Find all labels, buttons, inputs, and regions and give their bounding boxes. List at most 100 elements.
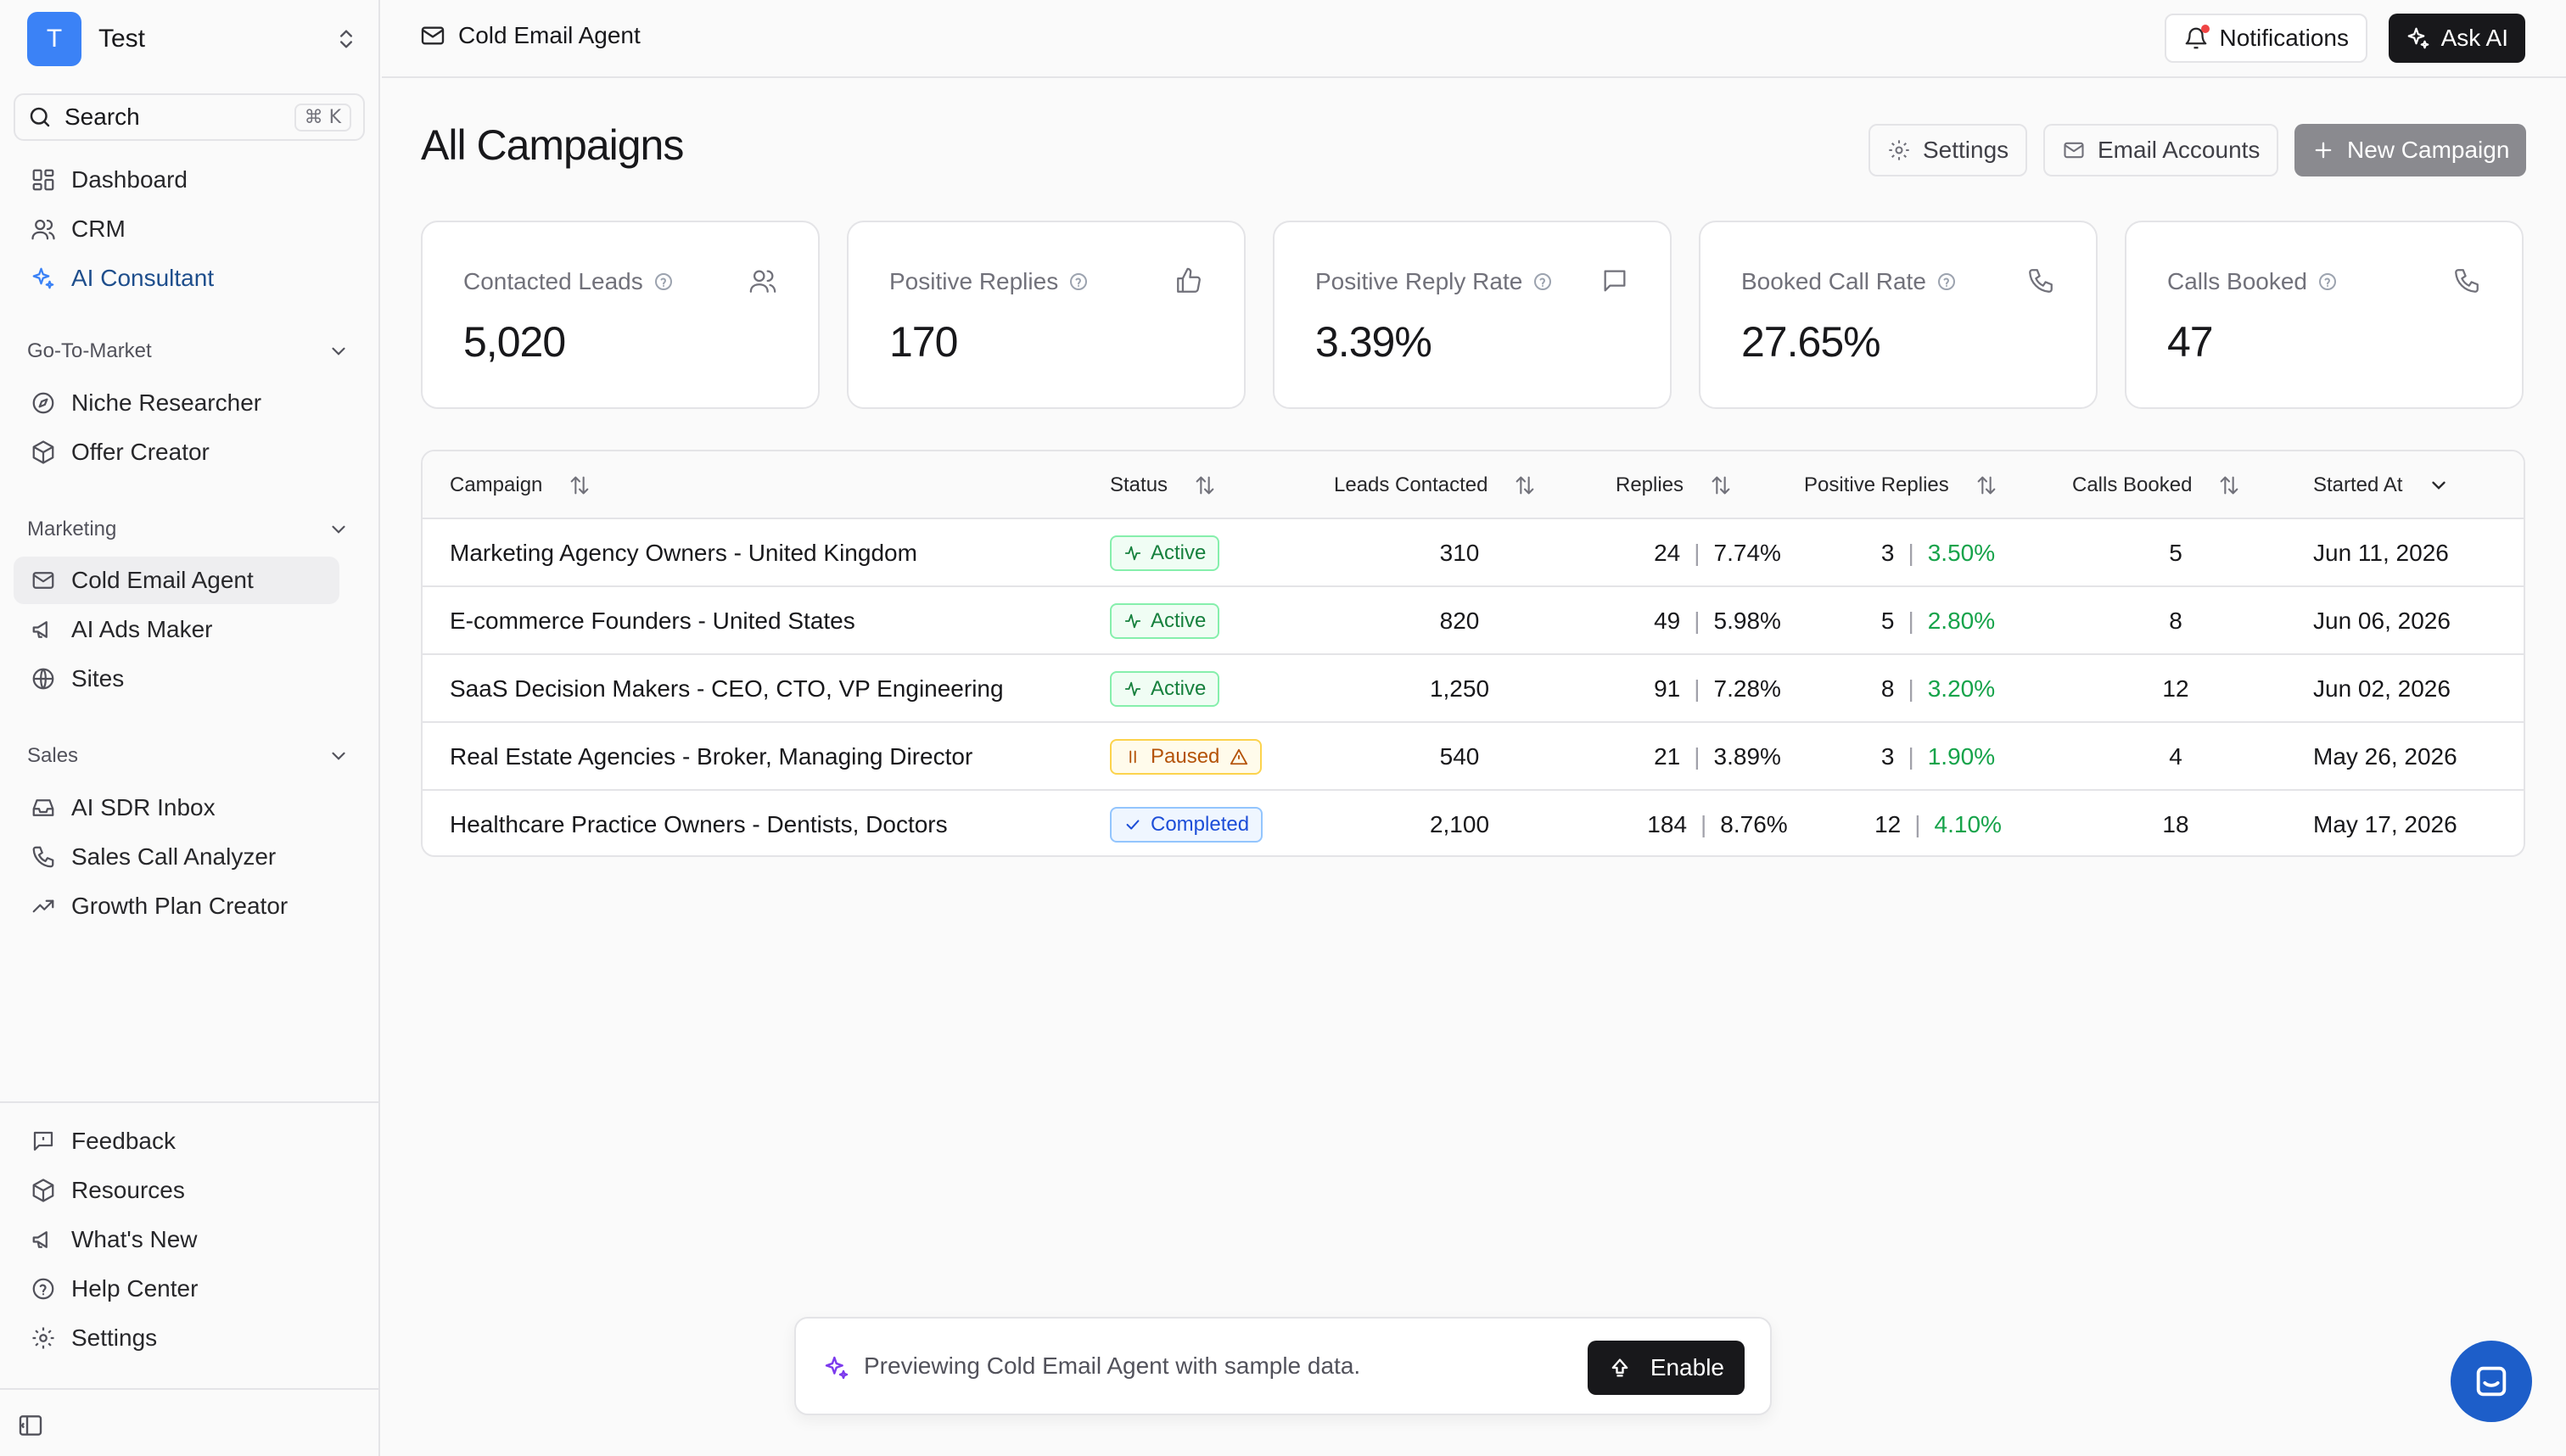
positive-count: 12 — [1874, 811, 1902, 837]
stat-card-positive-replies: Positive Replies 170 — [847, 221, 1246, 409]
workspace-avatar: T — [27, 12, 81, 66]
cell-replies: 21 | 3.89% — [1616, 723, 1819, 791]
stat-value: 170 — [889, 318, 958, 366]
column-header-replies[interactable]: Replies — [1616, 451, 1733, 519]
divider: | — [1908, 743, 1914, 770]
sidebar-item-ai-sdr-inbox[interactable]: AI SDR Inbox — [14, 784, 339, 832]
table-row[interactable]: Marketing Agency Owners - United Kingdom… — [423, 519, 2524, 587]
sidebar-item-whats-new[interactable]: What's New — [14, 1216, 339, 1263]
search-input[interactable]: Search ⌘ K — [14, 93, 365, 141]
sidebar-item-resources[interactable]: Resources — [14, 1167, 339, 1214]
column-header-calls-booked[interactable]: Calls Booked — [2072, 451, 2241, 519]
top-bar: Cold Email Agent Notifications Ask AI — [382, 0, 2566, 78]
notifications-button[interactable]: Notifications — [2165, 14, 2367, 63]
help-circle-icon[interactable] — [1532, 272, 1553, 292]
stat-label-row: Positive Reply Rate — [1315, 268, 1553, 295]
sidebar-item-growth-plan-creator[interactable]: Growth Plan Creator — [14, 882, 339, 930]
sidebar-item-offer-creator[interactable]: Offer Creator — [14, 428, 339, 476]
sidebar-item-label: Help Center — [71, 1275, 199, 1302]
cell-started-at: May 17, 2026 — [2313, 811, 2457, 837]
chevron-down-icon — [2432, 481, 2446, 490]
sidebar-item-label: Growth Plan Creator — [71, 893, 289, 919]
positive-count: 3 — [1880, 743, 1895, 770]
sidebar-item-dashboard[interactable]: Dashboard — [14, 156, 339, 204]
sidebar-item-label: Offer Creator — [71, 439, 210, 465]
group-go-to-market[interactable]: Go-To-Market — [27, 334, 350, 368]
replies-rate: 8.76% — [1720, 811, 1788, 837]
workspace-switcher[interactable]: T Test — [27, 12, 358, 66]
new-campaign-button[interactable]: New Campaign — [2294, 124, 2527, 176]
cell-calls-booked: 18 — [2162, 811, 2189, 837]
stat-label: Calls Booked — [2167, 268, 2307, 294]
table-header: Campaign Status Leads Contacted Replies … — [423, 451, 2524, 519]
stat-card-contacted-leads: Contacted Leads 5,020 — [421, 221, 820, 409]
sidebar-item-settings[interactable]: Settings — [14, 1314, 339, 1362]
sidebar-item-help-center[interactable]: Help Center — [14, 1265, 339, 1313]
table-row[interactable]: Real Estate Agencies - Broker, Managing … — [423, 723, 2524, 791]
stat-label: Contacted Leads — [463, 268, 643, 294]
ask-ai-label: Ask AI — [2440, 25, 2508, 51]
sidebar-item-label: Cold Email Agent — [71, 567, 254, 593]
column-header-campaign[interactable]: Campaign — [450, 451, 591, 519]
breadcrumb-label: Cold Email Agent — [458, 22, 641, 48]
column-header-status[interactable]: Status — [1110, 451, 1217, 519]
chat-launcher-button[interactable] — [2451, 1341, 2532, 1422]
sparkles-icon — [2407, 27, 2429, 49]
replies-count: 184 — [1647, 811, 1688, 837]
sidebar-item-niche-researcher[interactable]: Niche Researcher — [14, 379, 339, 427]
help-circle-icon[interactable] — [1936, 272, 1957, 292]
cell-calls-booked: 12 — [2162, 675, 2189, 702]
check-icon — [1126, 820, 1140, 830]
group-marketing[interactable]: Marketing — [27, 512, 350, 546]
sidebar-item-sites[interactable]: Sites — [14, 655, 339, 703]
cell-positive-replies: 5 | 2.80% — [1804, 587, 2072, 655]
column-header-positive-replies[interactable]: Positive Replies — [1804, 451, 1998, 519]
sidebar-item-label: Feedback — [71, 1128, 176, 1154]
sidebar-item-label: AI SDR Inbox — [71, 794, 216, 820]
table-row[interactable]: SaaS Decision Makers - CEO, CTO, VP Engi… — [423, 655, 2524, 723]
table-row[interactable]: Healthcare Practice Owners - Dentists, D… — [423, 791, 2524, 855]
column-header-started-at[interactable]: Started At — [2313, 451, 2450, 519]
sidebar-item-cold-email-agent[interactable]: Cold Email Agent — [14, 557, 339, 604]
status-badge: Completed — [1110, 807, 1263, 843]
status-badge: Paused — [1110, 739, 1263, 775]
sidebar-item-label: Niche Researcher — [71, 389, 262, 416]
stat-label: Booked Call Rate — [1741, 268, 1926, 294]
sort-icon — [571, 476, 589, 495]
sidebar-item-sales-call-analyzer[interactable]: Sales Call Analyzer — [14, 833, 339, 881]
sidebar-item-feedback[interactable]: Feedback — [14, 1117, 339, 1165]
positive-rate: 3.20% — [1927, 675, 1996, 702]
package-icon — [32, 1179, 54, 1202]
settings-button[interactable]: Settings — [1868, 124, 2028, 176]
sidebar-item-ai-ads-maker[interactable]: AI Ads Maker — [14, 606, 339, 653]
help-circle-icon[interactable] — [1068, 272, 1089, 292]
help-circle-icon[interactable] — [2317, 272, 2338, 292]
help-circle-icon[interactable] — [653, 272, 674, 292]
column-header-leads-contacted[interactable]: Leads Contacted — [1334, 451, 1537, 519]
enable-label: Enable — [1650, 1354, 1724, 1380]
divider: | — [1908, 608, 1914, 634]
mail-icon — [2064, 142, 2084, 159]
table-row[interactable]: E-commerce Founders - United States Acti… — [423, 587, 2524, 655]
activity-icon — [1124, 681, 1141, 697]
page-title: All Campaigns — [421, 121, 684, 169]
phone-icon — [2029, 269, 2053, 293]
breadcrumb: Cold Email Agent — [419, 22, 641, 49]
stat-label-row: Contacted Leads — [463, 268, 674, 295]
enable-button[interactable]: Enable — [1587, 1341, 1745, 1395]
group-sales[interactable]: Sales — [27, 739, 350, 773]
gear-icon — [1889, 140, 1909, 160]
sidebar-item-crm[interactable]: CRM — [14, 205, 339, 253]
stat-label-row: Positive Replies — [889, 268, 1089, 295]
stat-value: 47 — [2167, 318, 2214, 366]
sidebar-collapse-icon[interactable] — [17, 1412, 44, 1439]
chevrons-up-down-icon — [340, 30, 352, 48]
cell-positive-replies: 3 | 3.50% — [1804, 519, 2072, 587]
email-accounts-button[interactable]: Email Accounts — [2043, 124, 2279, 176]
notifications-label: Notifications — [2219, 25, 2349, 51]
sidebar-item-ai-consultant[interactable]: AI Consultant — [14, 255, 339, 302]
ask-ai-button[interactable]: Ask AI — [2388, 14, 2525, 63]
column-label: Positive Replies — [1804, 473, 1949, 496]
sparkles-icon — [825, 1356, 849, 1380]
cell-status: Active — [1110, 587, 1220, 655]
